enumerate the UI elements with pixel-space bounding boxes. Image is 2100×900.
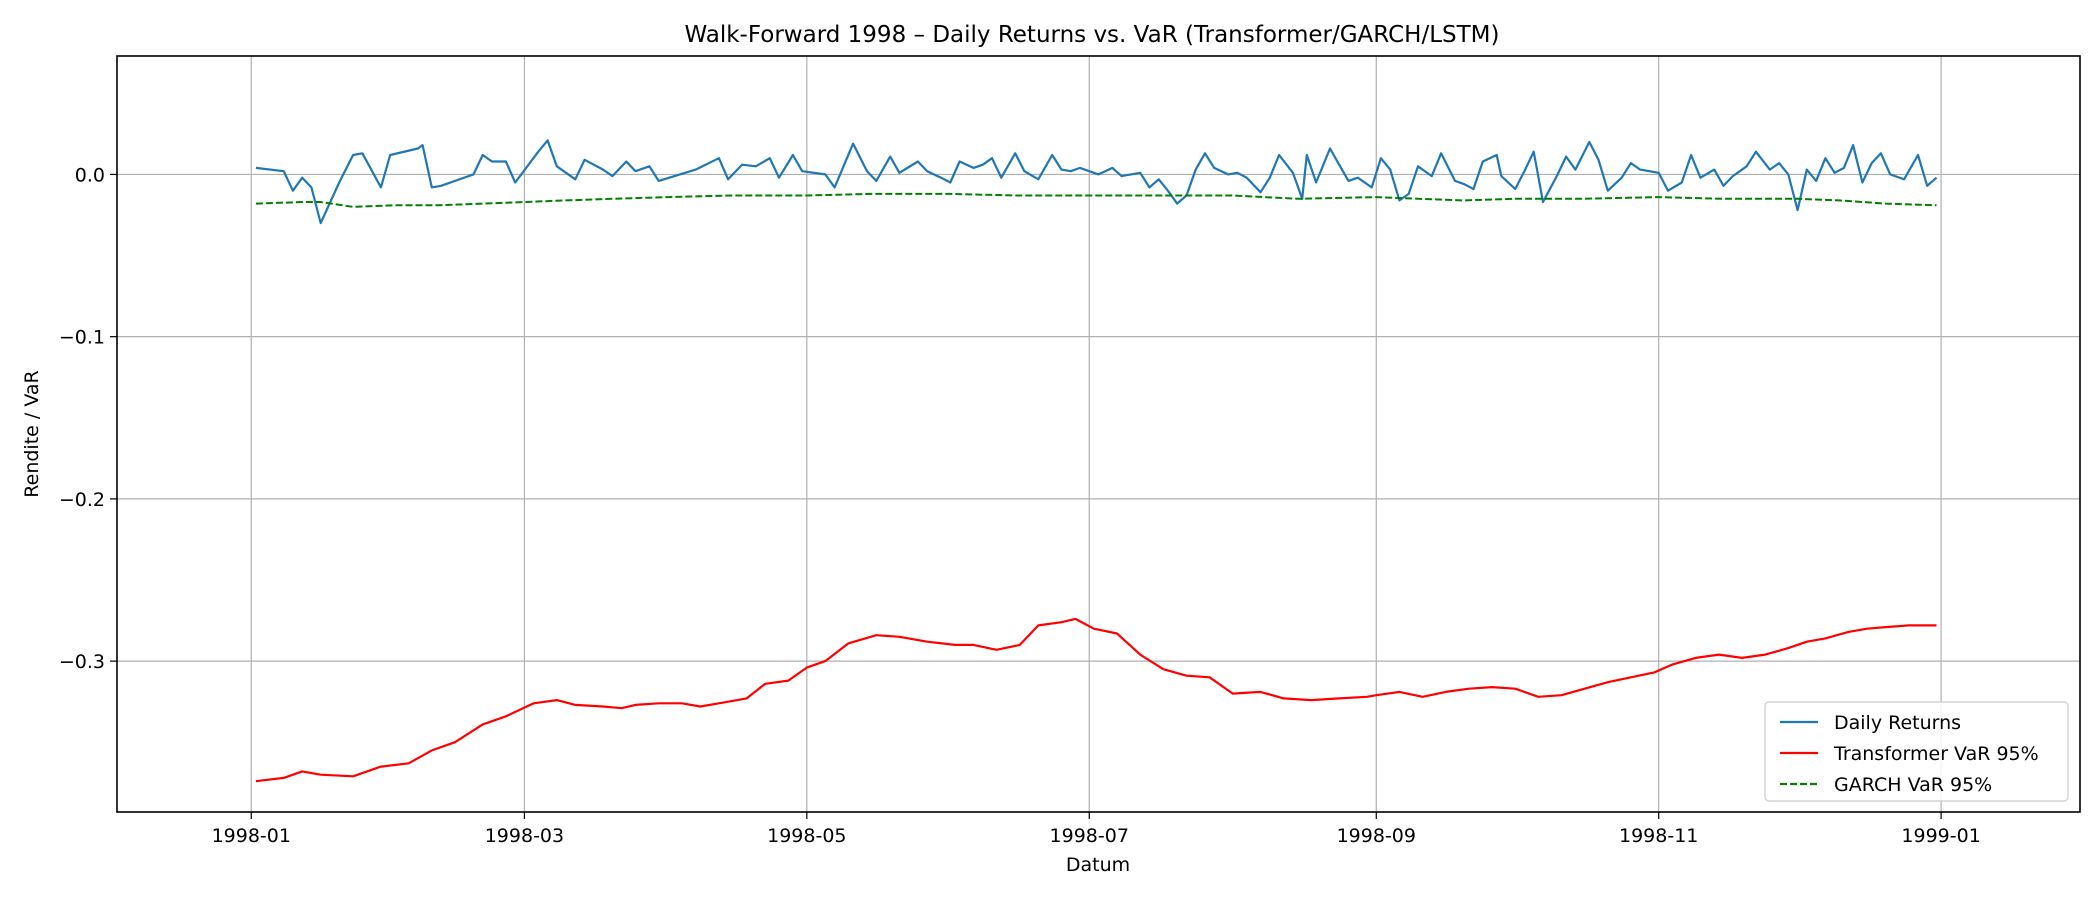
x-tick-label: 1998-05 [767,825,846,847]
series-layer [255,139,1938,783]
legend: Daily Returns Transformer VaR 95% GARCH Va… [1764,701,2069,802]
x-tick-label: 1998-09 [1337,825,1416,847]
x-tick-label: 1998-01 [212,825,291,847]
x-tick-label: 1998-11 [1619,825,1698,847]
y-axis-label: Rendite / VaR [21,370,43,497]
x-tick-label: 1999-01 [1901,825,1980,847]
y-tick-label: −0.1 [59,327,105,349]
legend-label: Daily Returns [1834,712,1961,734]
x-tick-label: 1998-03 [485,825,564,847]
legend-label: Transformer VaR 95% [1833,743,2039,765]
chart-title: Walk-Forward 1998 – Daily Returns vs. Va… [684,22,1499,48]
legend-label: GARCH VaR 95% [1834,774,1992,796]
y-tick-label: −0.2 [59,489,105,511]
series-line-2 [255,192,1937,208]
y-tick-label: 0.0 [75,164,105,186]
y-tick-label: −0.3 [59,651,105,673]
x-tick-label: 1998-07 [1050,825,1129,847]
x-axis-label: Datum [1066,854,1130,876]
x-axis: 1998-01 1998-03 1998-05 1998-07 1998-09 1998-… [212,812,1981,847]
plot-area [117,56,2080,812]
legend-box [1764,701,2069,802]
grid [117,56,2080,812]
plot-frame [116,55,2081,813]
y-axis: −0.3 −0.2 −0.1 0.0 [59,164,117,673]
series-line-1 [255,617,1937,783]
